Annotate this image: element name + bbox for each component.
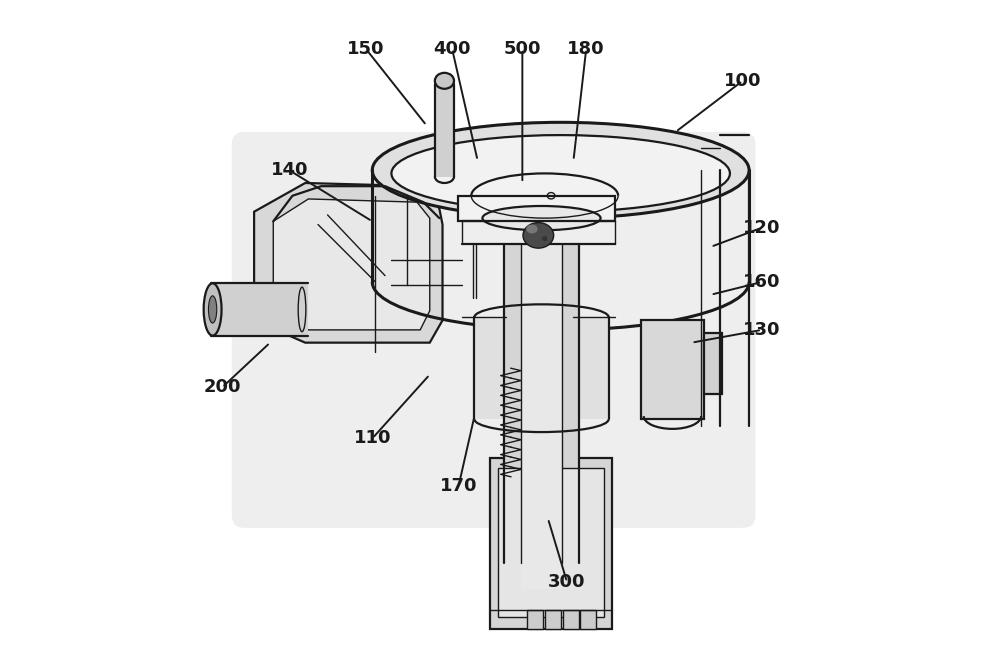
Bar	[504, 244, 579, 589]
Bar	[704, 333, 722, 394]
Ellipse shape	[435, 73, 454, 89]
Ellipse shape	[523, 223, 554, 248]
Ellipse shape	[372, 122, 749, 218]
Bar	[490, 457, 612, 629]
Ellipse shape	[542, 236, 547, 241]
Text: 110: 110	[354, 430, 391, 448]
Text: 200: 200	[203, 378, 241, 397]
Text: 100: 100	[724, 72, 761, 90]
Bar	[580, 609, 596, 629]
FancyBboxPatch shape	[232, 132, 755, 528]
Bar	[545, 609, 561, 629]
Text: 300: 300	[548, 573, 586, 591]
Ellipse shape	[482, 206, 601, 230]
Ellipse shape	[526, 225, 538, 234]
Ellipse shape	[391, 135, 730, 212]
Bar	[213, 283, 308, 336]
Bar	[563, 609, 579, 629]
Ellipse shape	[204, 283, 222, 336]
Bar	[521, 244, 562, 589]
Polygon shape	[458, 196, 615, 221]
Text: 130: 130	[743, 321, 781, 339]
Text: 400: 400	[433, 40, 471, 58]
Text: 140: 140	[270, 161, 308, 179]
Bar	[527, 609, 543, 629]
Text: 150: 150	[347, 40, 385, 58]
Bar	[474, 317, 609, 419]
Bar	[498, 468, 604, 617]
Polygon shape	[254, 183, 443, 343]
Bar	[435, 78, 454, 177]
Text: 170: 170	[440, 477, 477, 496]
Polygon shape	[273, 199, 430, 330]
Text: 160: 160	[743, 273, 781, 291]
Ellipse shape	[208, 296, 217, 323]
Bar	[641, 320, 704, 419]
Text: 120: 120	[743, 219, 781, 237]
Text: 500: 500	[504, 40, 541, 58]
Text: 180: 180	[567, 40, 605, 58]
